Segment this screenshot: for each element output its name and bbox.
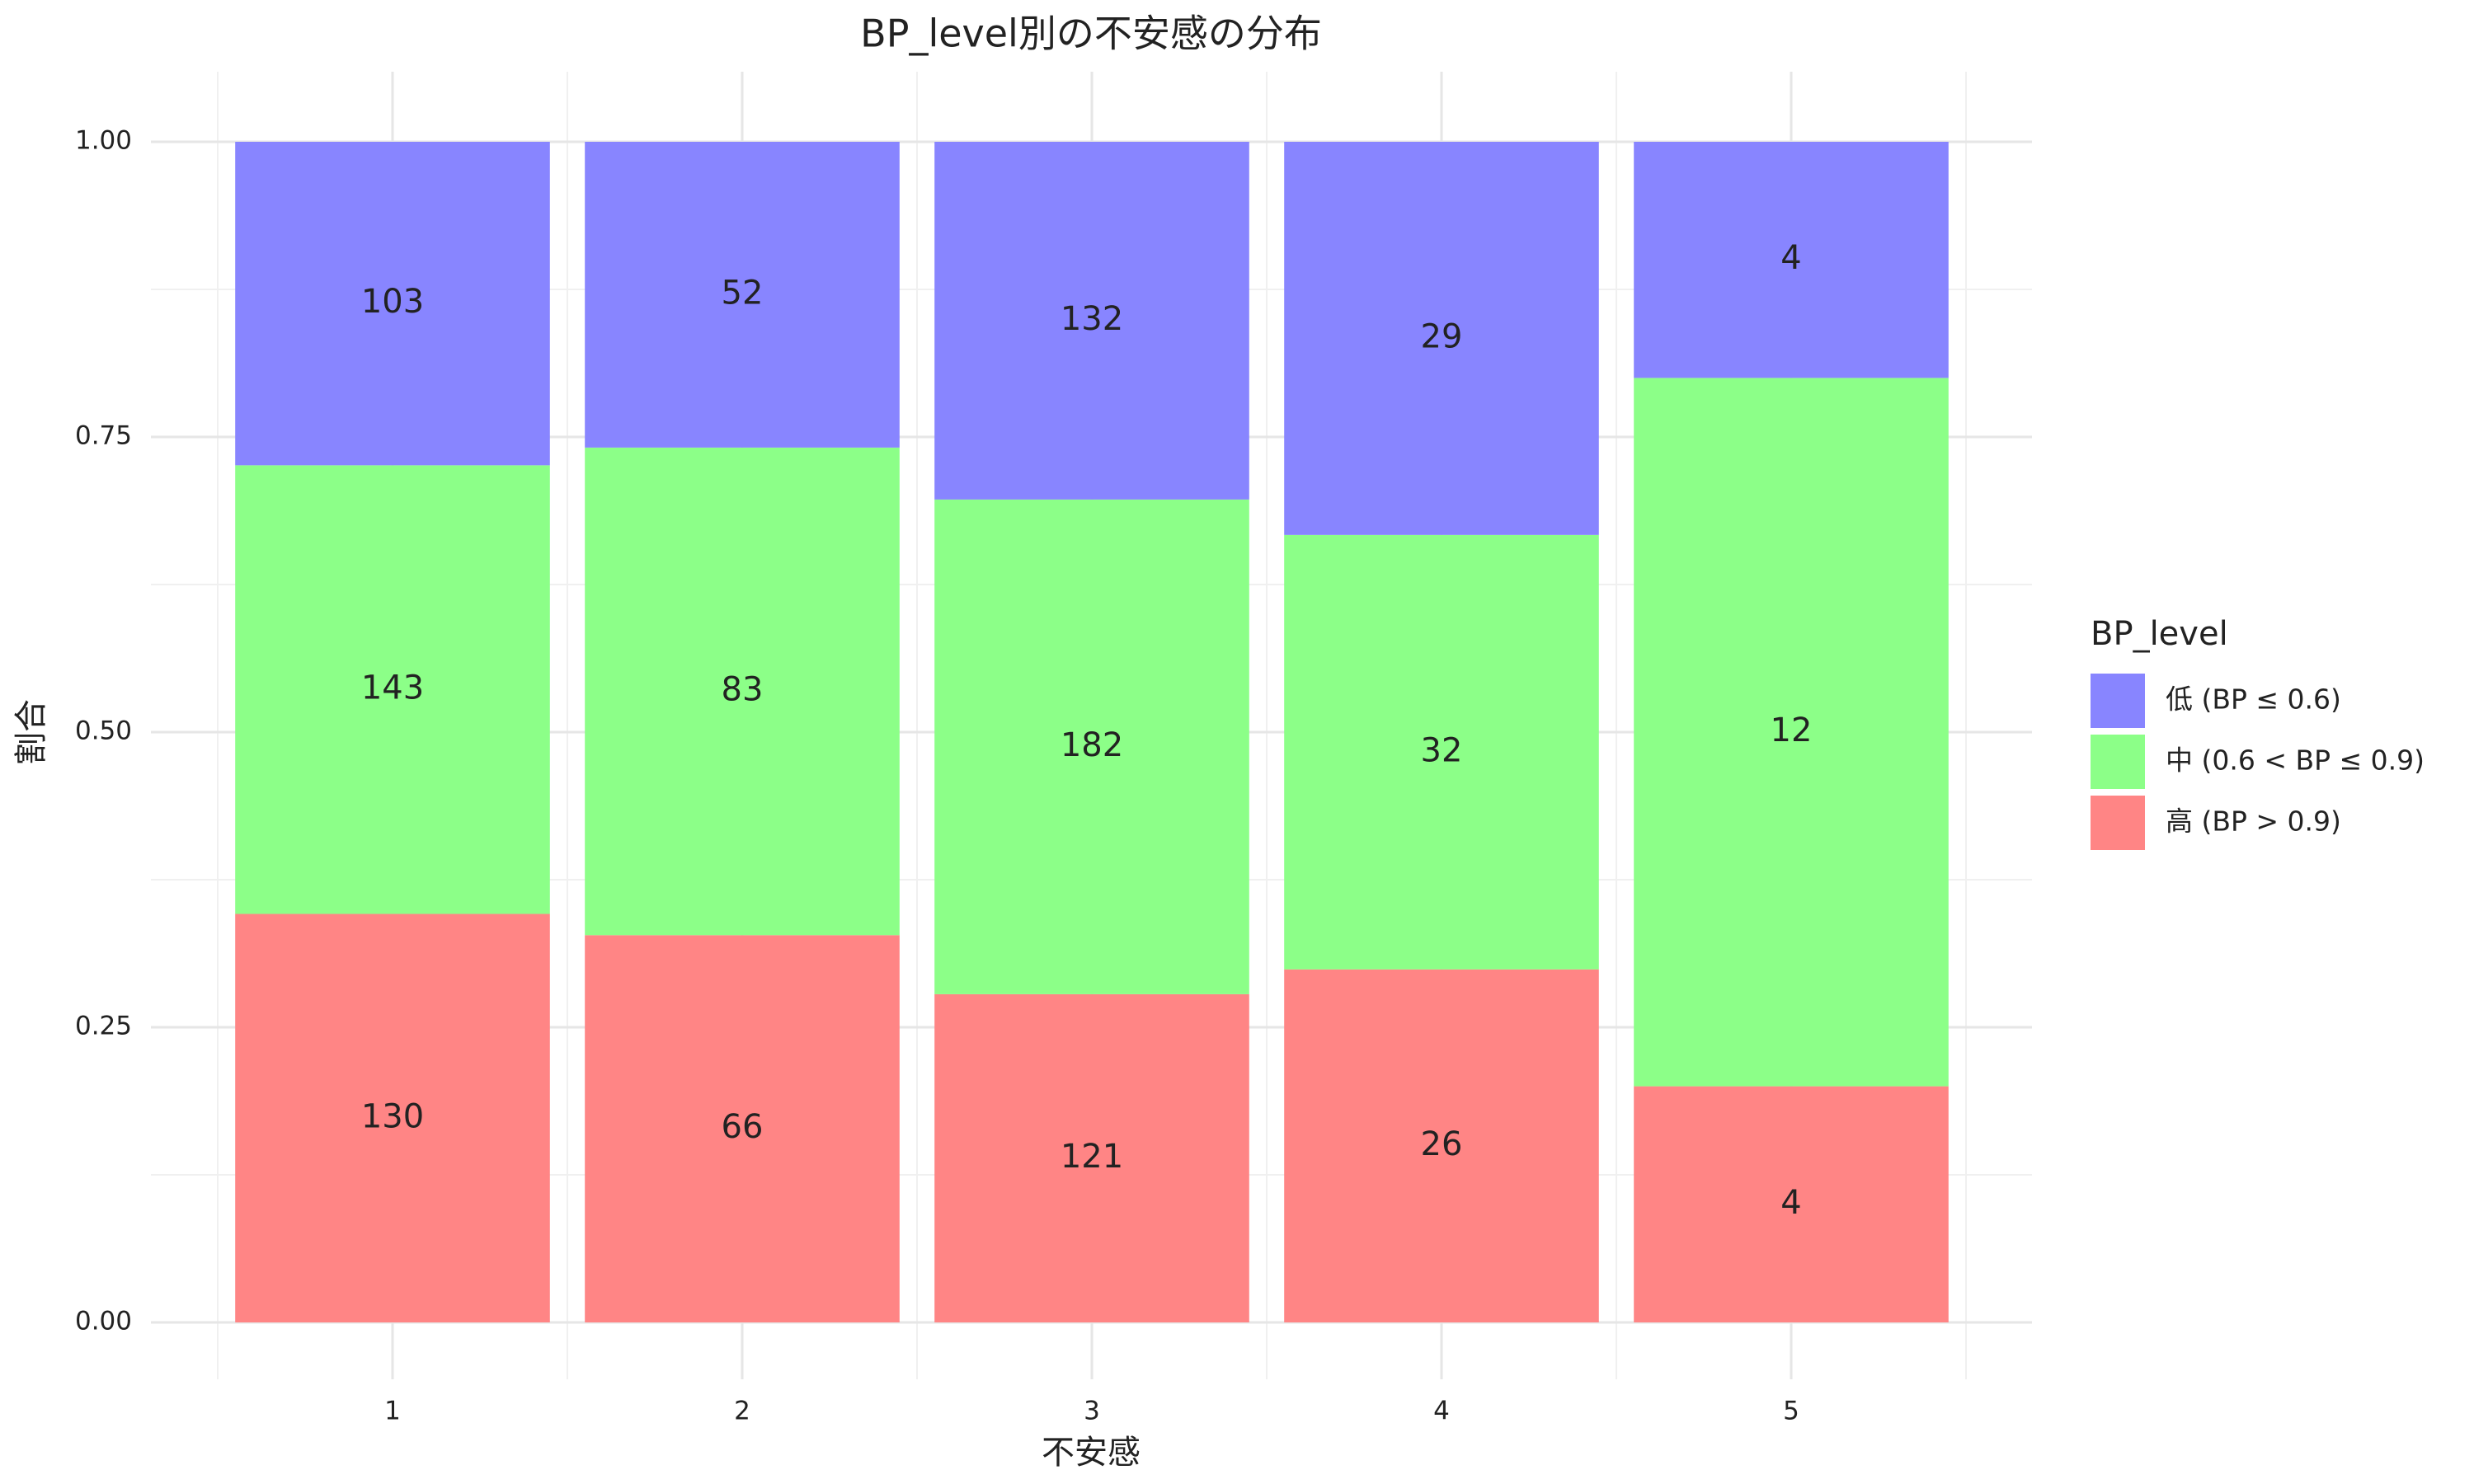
legend-label: 高 (BP > 0.9) bbox=[2166, 805, 2341, 838]
data-label: 32 bbox=[1421, 731, 1463, 769]
data-label: 143 bbox=[361, 669, 424, 707]
y-tick-label: 1.00 bbox=[75, 126, 132, 156]
legend-label: 低 (BP ≤ 0.6) bbox=[2166, 683, 2341, 716]
legend-title: BP_level bbox=[2091, 615, 2228, 653]
bar-segment bbox=[1284, 534, 1599, 970]
data-label: 66 bbox=[722, 1108, 764, 1146]
bar-segment bbox=[585, 447, 900, 936]
bar-segment bbox=[1634, 142, 1949, 378]
bar-segment bbox=[1634, 1086, 1949, 1322]
x-axis-label: 不安感 bbox=[1042, 1434, 1141, 1472]
bar-segment bbox=[934, 142, 1249, 500]
data-label: 83 bbox=[722, 671, 764, 709]
data-label: 12 bbox=[1771, 711, 1813, 749]
data-label: 29 bbox=[1421, 317, 1463, 355]
chart-title: BP_level別の不安感の分布 bbox=[860, 12, 1322, 56]
bar-segment bbox=[934, 993, 1249, 1322]
bar-segment bbox=[1634, 378, 1949, 1087]
y-axis-label: 割合 bbox=[12, 699, 50, 765]
data-label: 130 bbox=[361, 1097, 424, 1135]
bar-segment bbox=[934, 499, 1249, 994]
bar-segment bbox=[235, 142, 550, 466]
legend-key bbox=[2091, 796, 2145, 850]
legend-key bbox=[2091, 674, 2145, 728]
legend-key bbox=[2091, 735, 2145, 789]
bar-segment bbox=[1284, 969, 1599, 1322]
bar-segment bbox=[585, 935, 900, 1322]
x-tick-label: 4 bbox=[1433, 1397, 1450, 1426]
data-label: 132 bbox=[1061, 300, 1123, 338]
data-label: 52 bbox=[722, 274, 764, 312]
y-tick-label: 0.50 bbox=[75, 716, 132, 746]
data-label: 103 bbox=[361, 283, 424, 321]
bar-segment bbox=[1284, 142, 1599, 535]
data-label: 26 bbox=[1421, 1125, 1463, 1163]
y-tick-label: 0.75 bbox=[75, 421, 132, 451]
bar-segment bbox=[235, 913, 550, 1322]
x-tick-label: 1 bbox=[384, 1397, 401, 1426]
data-label: 4 bbox=[1780, 239, 1801, 277]
y-tick-label: 0.25 bbox=[75, 1012, 132, 1041]
x-tick-label: 2 bbox=[734, 1397, 750, 1426]
data-label: 4 bbox=[1780, 1184, 1801, 1222]
bar-segment bbox=[235, 465, 550, 914]
x-tick-label: 3 bbox=[1084, 1397, 1100, 1426]
bar-segment bbox=[585, 142, 900, 448]
legend-label: 中 (0.6 < BP ≤ 0.9) bbox=[2166, 744, 2425, 777]
data-label: 121 bbox=[1061, 1138, 1123, 1176]
data-label: 182 bbox=[1061, 726, 1123, 764]
x-tick-label: 5 bbox=[1783, 1397, 1799, 1426]
y-tick-label: 0.00 bbox=[75, 1307, 132, 1336]
